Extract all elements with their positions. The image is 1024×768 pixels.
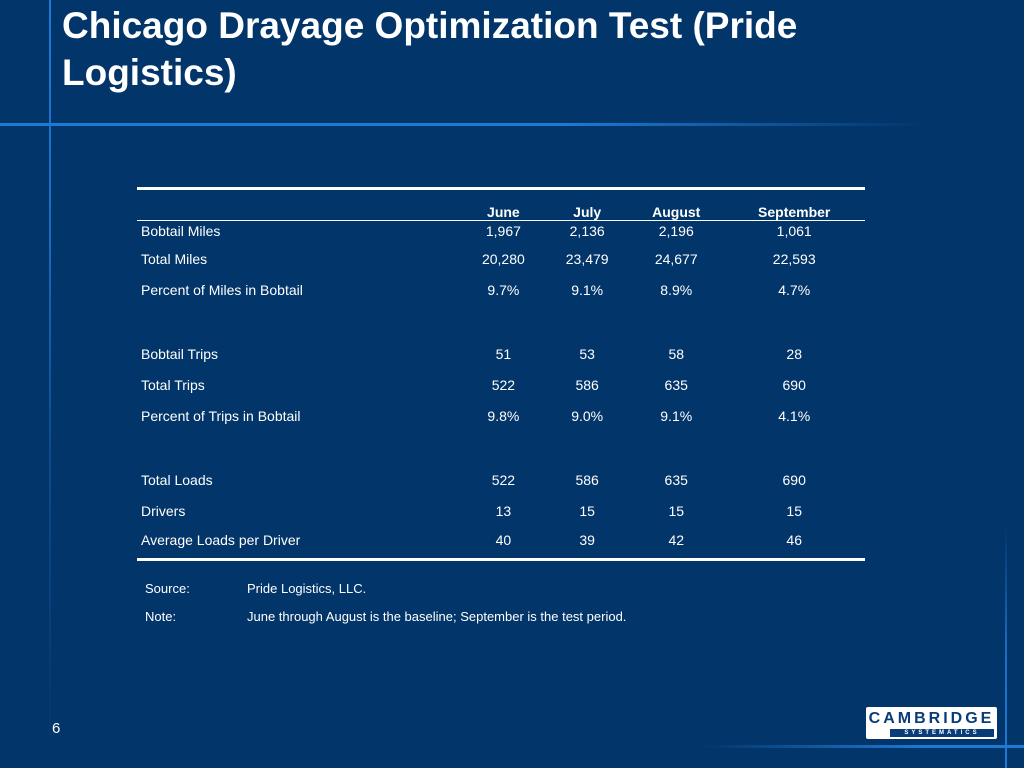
table-cell: 9.1%	[660, 407, 693, 424]
data-table: June July August September Bobtail Miles…	[137, 187, 865, 561]
table-cell: 4.7%	[778, 281, 811, 298]
source-label: Source:	[145, 581, 190, 596]
top-accent-line	[0, 123, 930, 126]
table-cell: 635	[664, 376, 688, 393]
table-cell: 9.1%	[571, 281, 604, 298]
table-cell: 586	[575, 471, 599, 488]
row-label: Average Loads per Driver	[141, 532, 301, 548]
table-cell: 15	[786, 502, 802, 519]
table-cell: 51	[495, 345, 512, 362]
table-cell: 13	[495, 502, 512, 519]
table-cell: 522	[491, 471, 516, 488]
table-row: Total Loads 522 586 635 690	[137, 464, 865, 495]
page-number: 6	[52, 720, 61, 737]
note-text: June through August is the baseline; Sep…	[247, 609, 627, 624]
table-cell: 690	[782, 471, 806, 488]
table-cell: 15	[668, 502, 685, 519]
source-text: Pride Logistics, LLC.	[247, 581, 367, 596]
table-row: Bobtail Miles 1,967 2,136 2,196 1,061	[137, 221, 865, 244]
table-header-row: June July August September	[137, 188, 865, 221]
row-label: Bobtail Miles	[141, 223, 221, 239]
table-cell: 8.9%	[660, 281, 693, 298]
row-label: Total Trips	[141, 376, 205, 393]
row-label: Percent of Miles in Bobtail	[141, 281, 303, 298]
table-cell: 39	[579, 532, 595, 548]
slide-title: Chicago Drayage Optimization Test (Pride…	[62, 5, 798, 93]
header-label-cell	[137, 188, 462, 221]
table-cell: 4.1%	[778, 407, 811, 424]
table-spacer-row	[137, 431, 865, 464]
table-cell: 23,479	[565, 250, 609, 267]
column-header-august: August	[629, 188, 724, 221]
table-row: Bobtail Trips 51 53 58 28	[137, 338, 865, 369]
table-cell: 40	[495, 532, 512, 548]
table-cell: 22,593	[772, 250, 816, 267]
table-cell: 58	[668, 345, 685, 362]
table-cell: 9.0%	[571, 407, 604, 424]
table-row: Drivers 13 15 15 15	[137, 495, 865, 526]
cambridge-systematics-logo: CAMBRIDGE SYSTEMATICS	[866, 707, 997, 739]
table-spacer-row	[137, 305, 865, 338]
row-label: Drivers	[141, 502, 186, 519]
table-cell: 15	[579, 502, 595, 519]
table-cell: 24,677	[654, 250, 698, 267]
row-label: Total Miles	[141, 250, 208, 267]
period-note: Note: June through August is the baselin…	[145, 609, 626, 637]
column-header-july: July	[545, 188, 630, 221]
column-header-september: September	[723, 188, 865, 221]
table-cell: 1,967	[485, 223, 521, 239]
row-label: Percent of Trips in Bobtail	[141, 407, 301, 424]
table-cell: 20,280	[481, 250, 525, 267]
table-cell: 635	[664, 471, 688, 488]
table-cell: 28	[786, 345, 802, 362]
table-row: Average Loads per Driver 40 39 42 46	[137, 526, 865, 560]
bottom-accent-line	[700, 745, 1024, 748]
table-cell: 9.8%	[487, 407, 520, 424]
table-cell: 690	[782, 376, 806, 393]
logo-wordmark: CAMBRIDGE	[868, 710, 995, 727]
left-accent-line	[49, 0, 51, 768]
table-row: Percent of Trips in Bobtail 9.8% 9.0% 9.…	[137, 400, 865, 431]
table-cell: 2,196	[658, 223, 694, 239]
table-row: Total Trips 522 586 635 690	[137, 369, 865, 400]
right-accent-line	[1005, 525, 1007, 768]
note-label: Note:	[145, 609, 177, 624]
logo-subtitle: SYSTEMATICS	[890, 729, 994, 737]
table-row: Percent of Miles in Bobtail 9.7% 9.1% 8.…	[137, 274, 865, 305]
table-row: Total Miles 20,280 23,479 24,677 22,593	[137, 243, 865, 274]
table-cell: 2,136	[569, 223, 605, 239]
row-label: Bobtail Trips	[141, 345, 219, 362]
table-cell: 522	[491, 376, 516, 393]
table-notes: Source: Pride Logistics, LLC. Note: June…	[145, 581, 626, 637]
table-cell: 46	[786, 532, 802, 548]
source-note: Source: Pride Logistics, LLC.	[145, 581, 626, 609]
table-cell: 53	[579, 345, 595, 362]
column-header-june: June	[461, 188, 546, 221]
table-cell: 586	[575, 376, 599, 393]
row-label: Total Loads	[141, 471, 213, 488]
table-cell: 42	[668, 532, 685, 548]
table-cell: 9.7%	[487, 281, 520, 298]
table-cell: 1,061	[776, 223, 812, 239]
